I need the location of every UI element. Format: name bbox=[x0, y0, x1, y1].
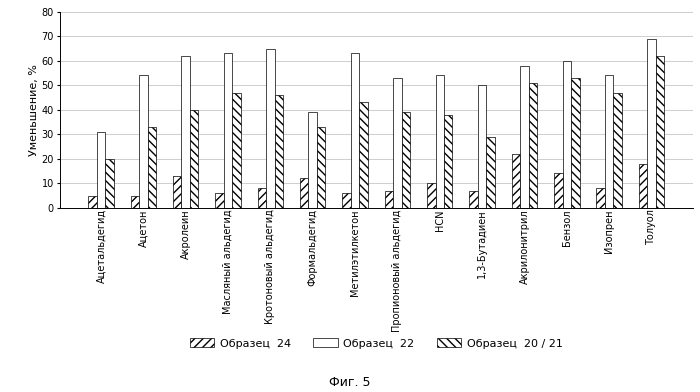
Bar bbox=[148, 127, 156, 208]
Bar bbox=[613, 93, 622, 208]
Bar bbox=[351, 53, 359, 208]
Bar bbox=[224, 53, 232, 208]
Legend: Образец  24, Образец  22, Образец  20 / 21: Образец 24, Образец 22, Образец 20 / 21 bbox=[187, 335, 566, 352]
Bar bbox=[435, 75, 444, 208]
Bar bbox=[216, 193, 224, 208]
Bar bbox=[190, 110, 198, 208]
Bar bbox=[470, 191, 478, 208]
Bar bbox=[97, 132, 105, 208]
Bar bbox=[444, 114, 452, 208]
Bar bbox=[309, 112, 317, 208]
Bar bbox=[300, 178, 309, 208]
Bar bbox=[512, 154, 520, 208]
Bar bbox=[656, 56, 664, 208]
Bar bbox=[359, 102, 368, 208]
Bar bbox=[605, 75, 613, 208]
Y-axis label: Уменьшение, %: Уменьшение, % bbox=[29, 64, 38, 156]
Bar bbox=[486, 137, 495, 208]
Bar bbox=[554, 174, 563, 208]
Bar bbox=[639, 164, 648, 208]
Bar bbox=[342, 193, 351, 208]
Bar bbox=[131, 196, 139, 208]
Bar bbox=[88, 196, 97, 208]
Bar bbox=[648, 39, 656, 208]
Bar bbox=[563, 61, 571, 208]
Bar bbox=[232, 93, 241, 208]
Bar bbox=[427, 183, 435, 208]
Bar bbox=[528, 83, 537, 208]
Bar bbox=[478, 85, 486, 208]
Bar bbox=[317, 127, 326, 208]
Bar bbox=[139, 75, 148, 208]
Bar bbox=[520, 65, 528, 208]
Bar bbox=[181, 56, 190, 208]
Bar bbox=[266, 49, 274, 208]
Bar bbox=[571, 78, 580, 208]
Text: Фиг. 5: Фиг. 5 bbox=[329, 376, 371, 389]
Bar bbox=[105, 159, 113, 208]
Bar bbox=[274, 95, 283, 208]
Bar bbox=[596, 188, 605, 208]
Bar bbox=[385, 191, 393, 208]
Bar bbox=[258, 188, 266, 208]
Bar bbox=[173, 176, 181, 208]
Bar bbox=[393, 78, 402, 208]
Bar bbox=[402, 112, 410, 208]
